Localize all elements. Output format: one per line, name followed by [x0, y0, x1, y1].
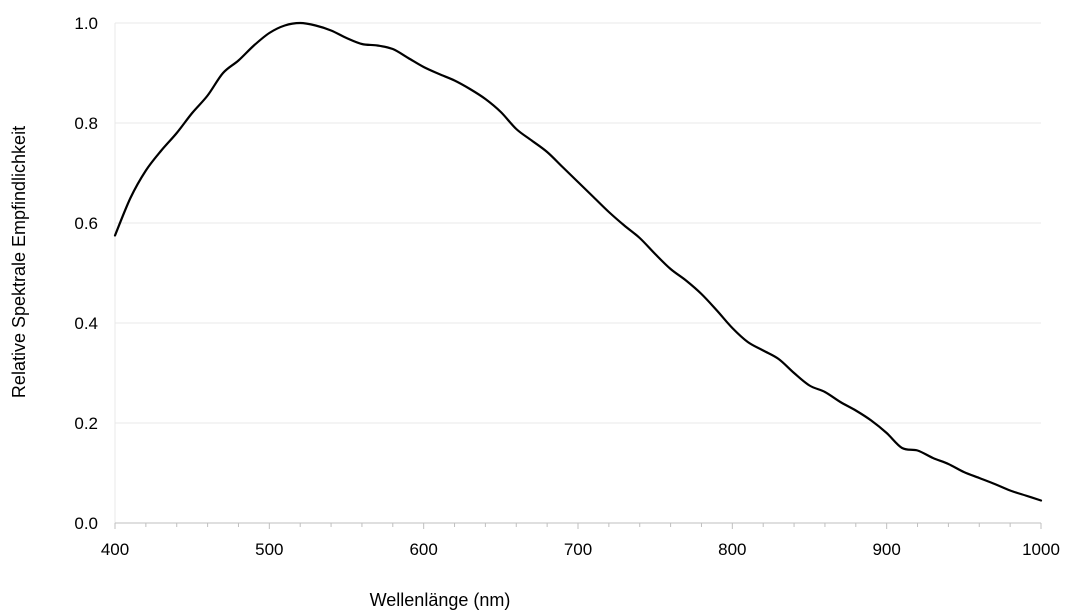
x-tick-label: 500	[255, 540, 283, 559]
y-tick-label: 0.2	[74, 414, 98, 433]
plot-area	[113, 21, 1043, 502]
y-tick-label: 0.0	[74, 514, 98, 533]
y-tick-label: 1.0	[74, 14, 98, 33]
gridlines	[115, 22, 1041, 424]
tick-labels: 0.0 0.2 0.4 0.6 0.8 1.0 400 500 600 700 800 900 1000	[74, 14, 1060, 559]
x-tick-label: 800	[718, 540, 746, 559]
x-tick-label: 1000	[1022, 540, 1060, 559]
x-axis-title: Wellenlänge (nm)	[370, 590, 511, 610]
y-axis-title: Relative Spektrale Empfindlichkeit	[9, 126, 29, 398]
x-tick-label: 600	[409, 540, 437, 559]
x-tick-label: 400	[101, 540, 129, 559]
series-line	[113, 21, 1043, 502]
y-tick-label: 0.8	[74, 114, 98, 133]
x-tick-label: 900	[872, 540, 900, 559]
x-axis	[114, 23, 1042, 529]
y-tick-label: 0.4	[74, 314, 98, 333]
y-tick-label: 0.6	[74, 214, 98, 233]
x-tick-label: 700	[564, 540, 592, 559]
